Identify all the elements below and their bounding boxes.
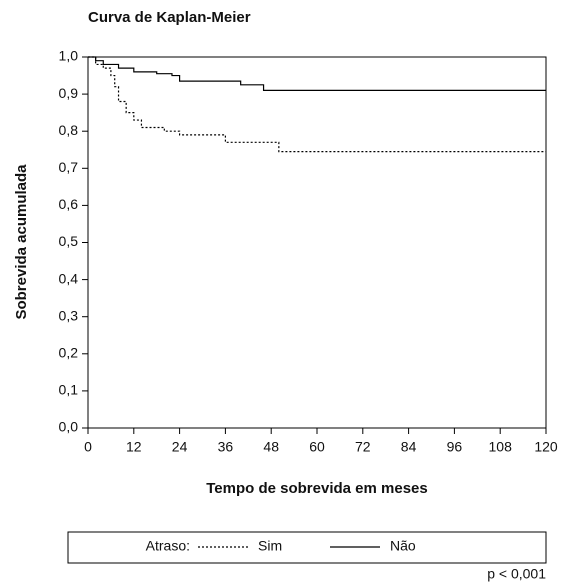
- x-tick-label: 12: [126, 439, 142, 455]
- y-tick-label: 0,3: [59, 307, 79, 323]
- y-tick-label: 0,0: [59, 419, 79, 435]
- legend-label: Não: [390, 538, 416, 554]
- y-tick-label: 0,4: [59, 270, 79, 286]
- x-tick-label: 36: [218, 439, 234, 455]
- y-tick-label: 0,2: [59, 345, 79, 361]
- x-tick-label: 72: [355, 439, 371, 455]
- y-tick-label: 0,5: [59, 233, 79, 249]
- x-axis-label: Tempo de sobrevida em meses: [206, 480, 427, 497]
- survival-line: [88, 56, 546, 153]
- y-tick-label: 0,6: [59, 196, 79, 212]
- chart-title: Curva de Kaplan-Meier: [88, 9, 251, 26]
- x-tick-label: 48: [263, 439, 279, 455]
- x-tick-label: 60: [309, 439, 325, 455]
- x-tick-label: 96: [447, 439, 463, 455]
- y-tick-label: 1,0: [59, 48, 79, 64]
- x-tick-label: 84: [401, 439, 417, 455]
- annotation: p < 0,001: [487, 566, 546, 582]
- y-tick-label: 0,1: [59, 382, 79, 398]
- legend-box: [67, 531, 547, 564]
- survival-line: [88, 56, 546, 91]
- x-tick-label: 108: [489, 439, 513, 455]
- legend-title: Atraso:: [146, 538, 190, 554]
- x-tick-label: 0: [84, 439, 92, 455]
- y-tick-label: 0,9: [59, 85, 79, 101]
- legend-label: Sim: [258, 538, 282, 554]
- y-axis-label: Sobrevida acumulada: [13, 164, 30, 320]
- y-tick-label: 0,7: [59, 159, 79, 175]
- y-tick-label: 0,8: [59, 122, 79, 138]
- x-tick-label: 120: [534, 439, 558, 455]
- plot-frame: [87, 56, 547, 429]
- x-tick-label: 24: [172, 439, 188, 455]
